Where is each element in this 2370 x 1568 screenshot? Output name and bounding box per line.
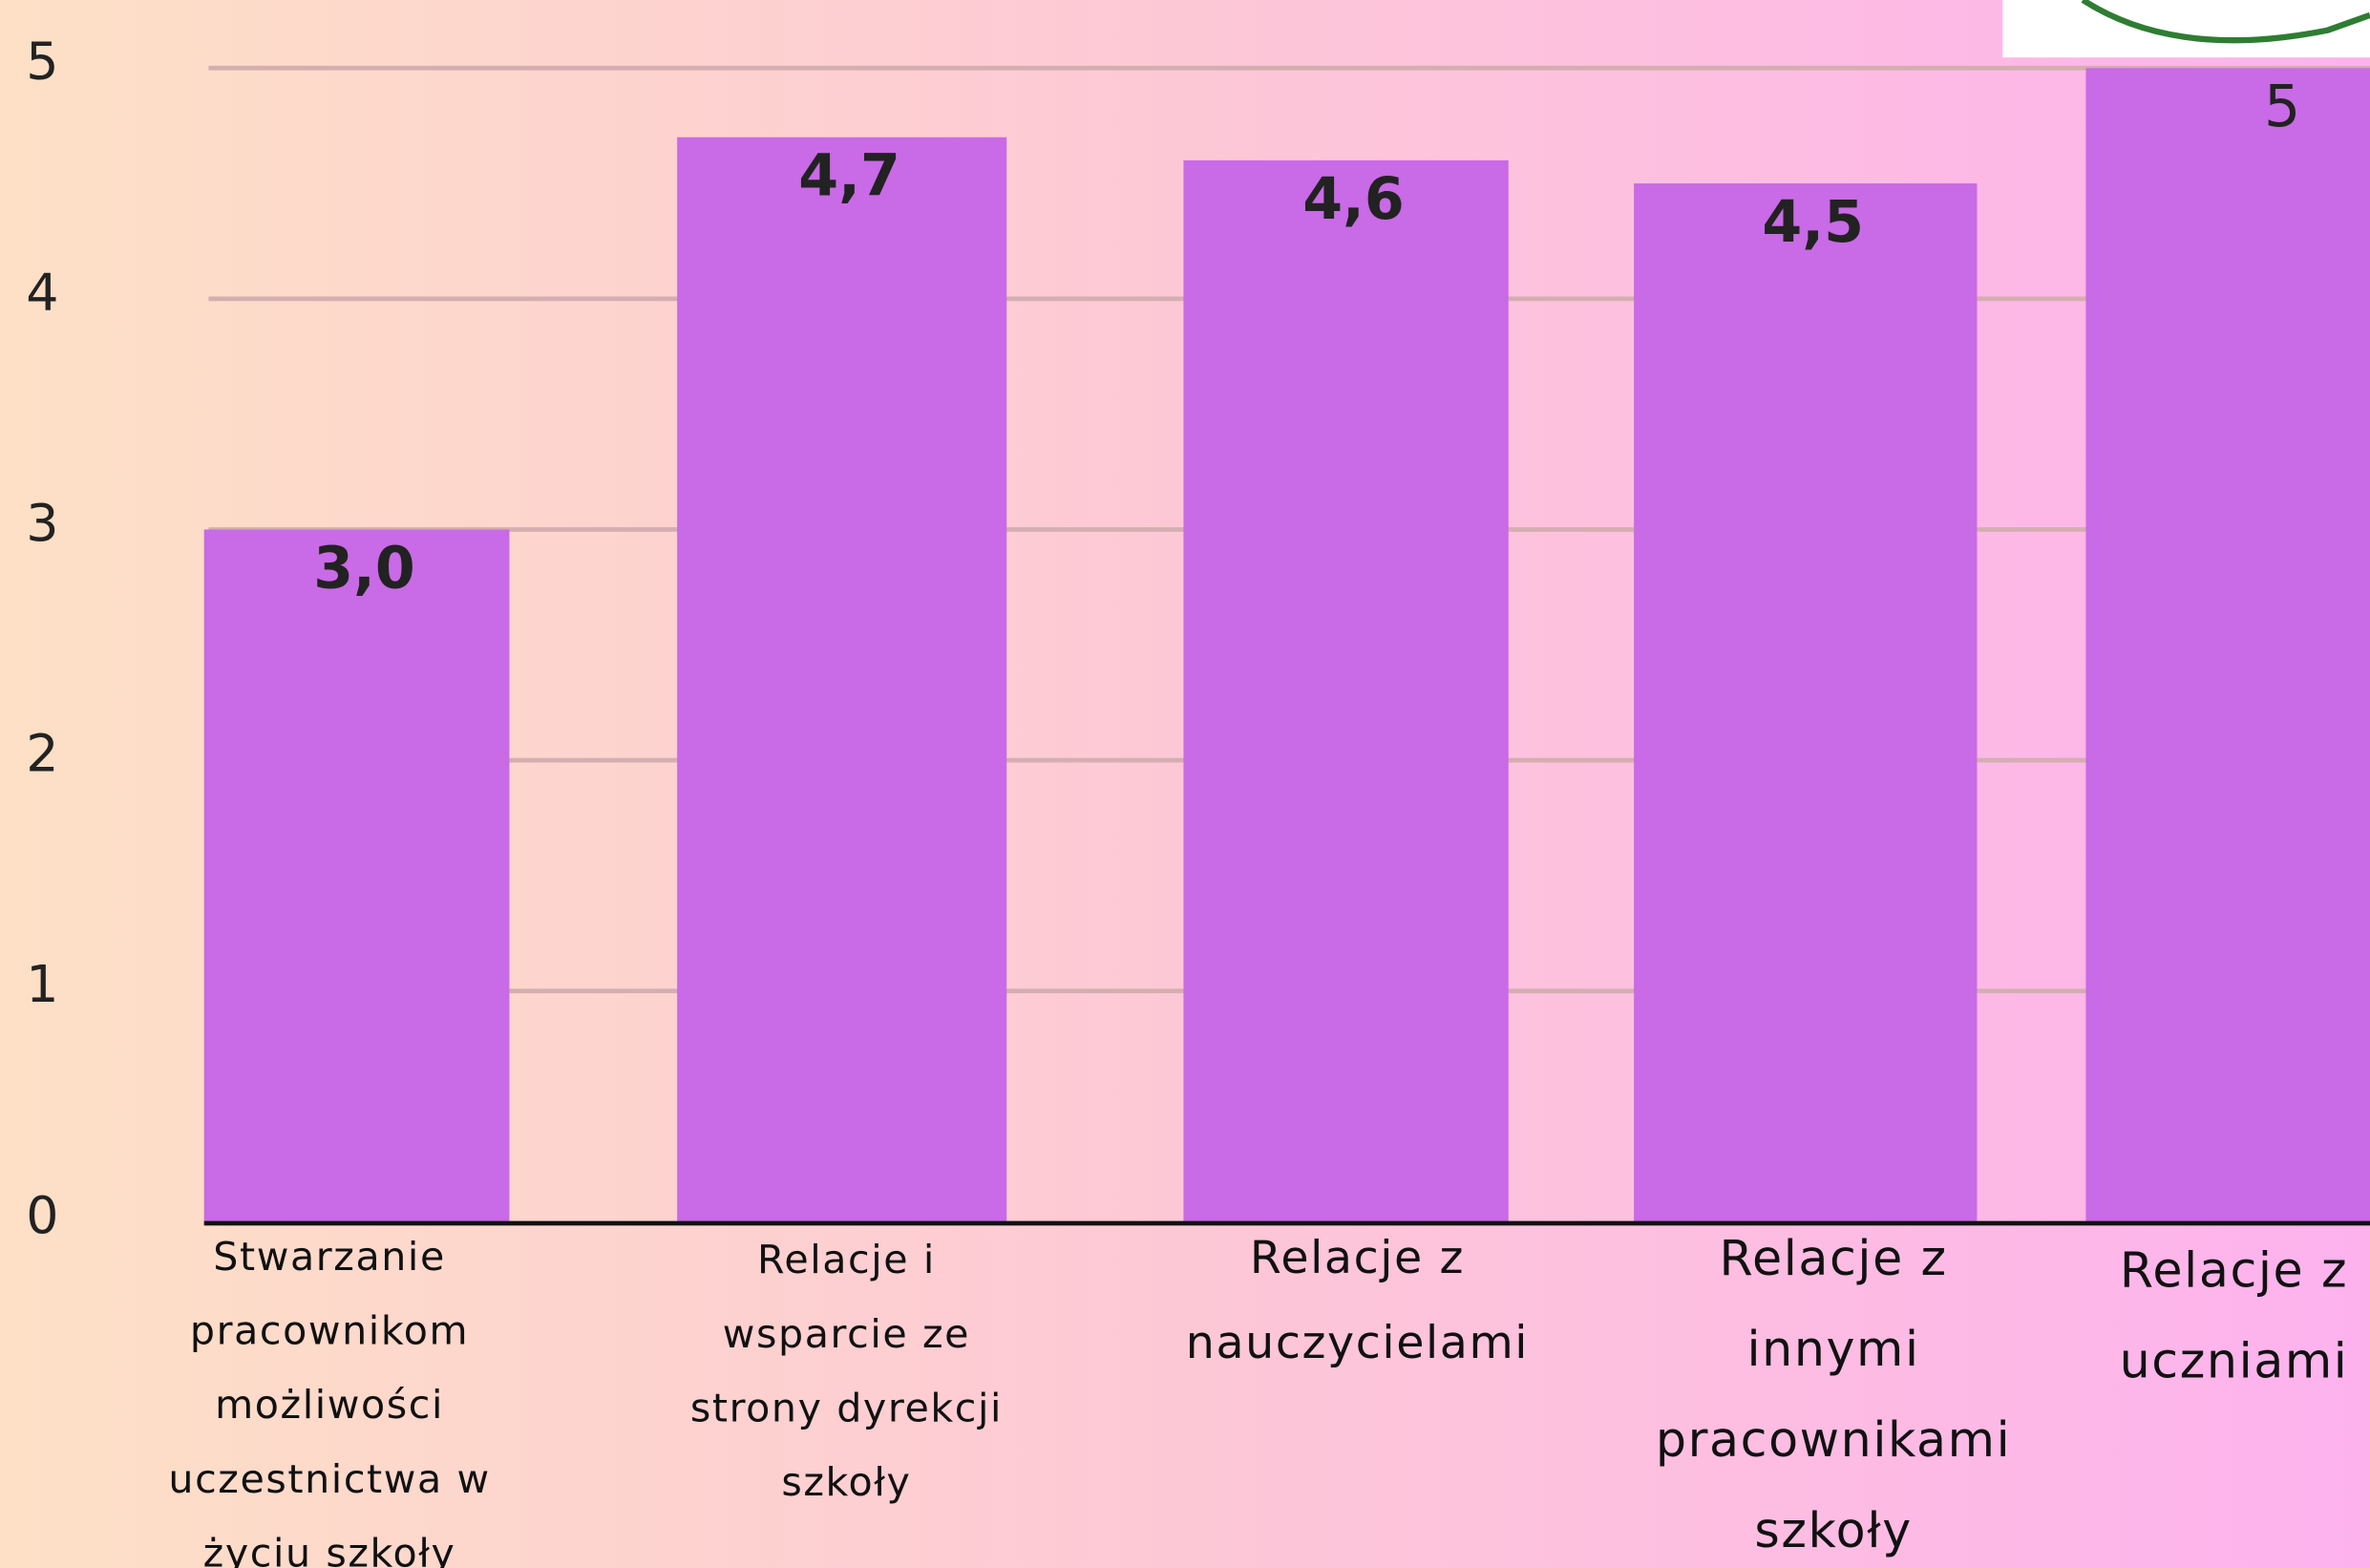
y-tick-label: 2: [26, 724, 58, 784]
x-tick-label: Relacje z innymi pracownikami szkoły: [1655, 1229, 2012, 1559]
value-label: 3,0: [313, 535, 415, 602]
value-label: 4,7: [798, 143, 900, 210]
bar: [1634, 183, 1978, 1222]
value-label: 5: [2264, 74, 2300, 140]
y-tick-label: 0: [26, 1185, 58, 1245]
y-tick-label: 3: [26, 493, 58, 553]
logo: [2002, 0, 2370, 58]
x-tick-label: Relacje z uczniami: [2119, 1240, 2349, 1390]
bar: [203, 529, 510, 1222]
y-tick-label: 4: [26, 262, 58, 322]
y-tick-label: 5: [26, 32, 58, 92]
bar: [2085, 68, 2370, 1222]
bar: [1183, 159, 1509, 1222]
x-tick-label: Relacje i wsparcie ze strony dyrekcji sz…: [689, 1238, 1004, 1507]
x-tick-label: Stwarzanie pracownikom możliwości uczest…: [168, 1235, 491, 1568]
value-label: 4,6: [1302, 166, 1405, 233]
value-label: 4,5: [1762, 189, 1864, 256]
y-tick-label: 1: [26, 954, 58, 1014]
x-tick-label: Relacje z nauczycielami: [1185, 1232, 1530, 1370]
bar: [677, 137, 1007, 1222]
